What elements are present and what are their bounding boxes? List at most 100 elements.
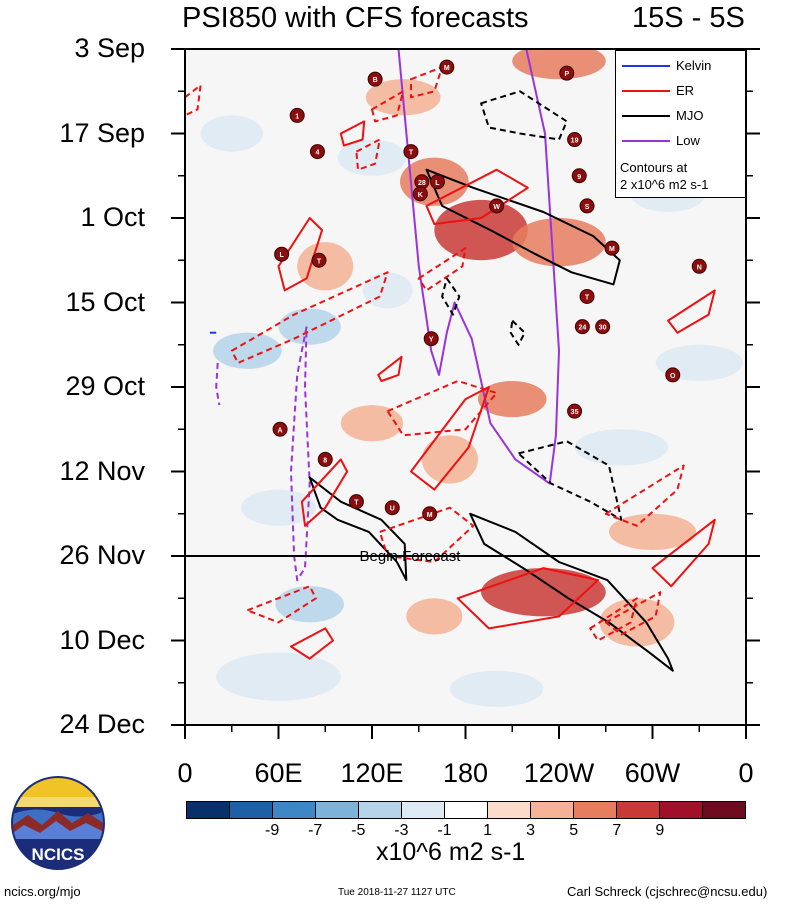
contour-er (246, 585, 317, 624)
x-tick-label: 180 (442, 758, 489, 788)
footer-author: Carl Schreck (cjschrec@ncsu.edu) (567, 884, 768, 899)
colorbar-cell (187, 802, 230, 818)
contour-er (604, 591, 662, 636)
x-tick-label: 60W (624, 758, 681, 788)
anomaly-blob (362, 272, 413, 309)
cyclone-label: K (418, 192, 423, 199)
legend-swatch-mjo (622, 115, 670, 117)
colorbar-tick-label: 5 (569, 822, 579, 839)
cyclone-label: T (317, 258, 322, 265)
anomaly-blob (216, 652, 341, 701)
contour-er (230, 271, 389, 364)
cyclone-symbol (559, 65, 575, 81)
cyclone-marker: L (429, 174, 445, 190)
cyclone-marker: L (274, 246, 290, 262)
contour-low (397, 49, 560, 485)
cyclone-marker: 9 (571, 168, 587, 184)
anomaly-blob (512, 49, 606, 80)
cyclone-marker: 35 (567, 403, 583, 419)
anomaly-blob (200, 115, 263, 152)
cyclone-symbol (429, 174, 445, 190)
cyclone-symbol (567, 403, 583, 419)
cyclone-symbol (311, 252, 327, 268)
colorbar-tick-label: -7 (308, 822, 323, 839)
cyclone-symbol (574, 319, 590, 335)
y-tick-label: 12 Nov (59, 455, 145, 486)
contour-er (355, 138, 381, 171)
axis-ticks (171, 48, 760, 739)
contour-interval-note: Contours at 2 x10^6 m2 s-1 (620, 159, 708, 193)
contour-er (300, 458, 349, 527)
contour-er (378, 506, 475, 563)
cyclone-label: B (373, 77, 378, 84)
colorbar-tick-label: -9 (265, 822, 280, 839)
cyclone-label: 4 (316, 150, 320, 157)
anomaly-blob (278, 308, 341, 345)
colorbar-cell (359, 802, 402, 818)
anomaly-blob (241, 489, 316, 526)
cyclone-symbol (579, 288, 595, 304)
y-tick-label: 1 Oct (80, 202, 145, 232)
anomaly-blob (434, 199, 528, 261)
cyclone-label: 28 (418, 180, 426, 187)
cyclone-marker: P (559, 65, 575, 81)
cyclone-symbol (289, 107, 305, 123)
cyclone-symbol (272, 421, 288, 437)
contour-er (589, 597, 638, 642)
footer-site-link[interactable]: ncics.org/mjo (4, 884, 81, 899)
cyclone-marker: 30 (595, 319, 611, 335)
colorbar-tick-label: 3 (526, 822, 536, 839)
cyclone-symbol (317, 451, 333, 467)
anomaly-blob (481, 568, 606, 617)
colorbar-tick-label: -1 (437, 822, 452, 839)
cyclone-label: U (390, 506, 395, 513)
contour-er (667, 289, 716, 334)
anomaly-blob (406, 598, 463, 635)
colorbar-tick-label: 1 (483, 822, 492, 839)
contour-er (277, 217, 324, 292)
contour-mjo (425, 168, 621, 286)
cyclone-label: 9 (577, 174, 581, 181)
anomaly-blob (512, 218, 606, 267)
legend-label-kelvin: Kelvin (676, 58, 712, 73)
cyclone-marker: N (691, 258, 707, 274)
forecast-start-label: Begin Forecast (360, 548, 462, 565)
cyclone-symbol (412, 186, 428, 202)
x-tick-label: 0 (177, 758, 193, 788)
contour-er (456, 567, 599, 630)
colorbar-cell (574, 802, 617, 818)
colorbar-tick-label: -3 (394, 822, 409, 839)
y-tick-label: 29 Oct (65, 371, 145, 401)
colorbar-cell (703, 802, 745, 818)
chart-title: PSI850 with CFS forecasts (182, 2, 529, 34)
anomaly-blob (340, 405, 404, 442)
cyclone-marker: M (422, 506, 438, 522)
cyclone-symbol (595, 319, 611, 335)
contour-er (417, 247, 467, 292)
latitude-band-label: 15S - 5S (632, 2, 745, 34)
cyclone-marker: K (412, 186, 428, 202)
legend-item-mjo: MJO (620, 107, 744, 125)
anomaly-blob (449, 670, 544, 707)
cyclone-marker: S (579, 198, 595, 214)
legend-item-kelvin: Kelvin (620, 57, 744, 75)
anomaly-blob (337, 139, 407, 176)
anomaly-blob (297, 242, 354, 291)
contour-mjo (308, 476, 408, 582)
cyclone-marker: 4 (309, 144, 325, 160)
cyclone-symbol (274, 246, 290, 262)
cyclone-label: T (409, 150, 414, 157)
cyclone-label: P (564, 71, 569, 78)
contour-low (215, 362, 221, 406)
anomaly-field (185, 49, 746, 725)
cyclone-marker: U (384, 500, 400, 516)
cyclone-marker: T (579, 288, 595, 304)
contour-er (386, 380, 498, 437)
legend-swatch-er (622, 90, 670, 92)
y-tick-label: 26 Nov (59, 540, 145, 570)
colorbar-tick-label: 9 (655, 822, 665, 839)
x-tick-label: 120E (340, 758, 404, 788)
colorbar-units: x10^6 m2 s-1 (376, 838, 526, 866)
cyclone-marker: W (489, 198, 505, 214)
cyclone-marker: 1 (289, 107, 305, 123)
